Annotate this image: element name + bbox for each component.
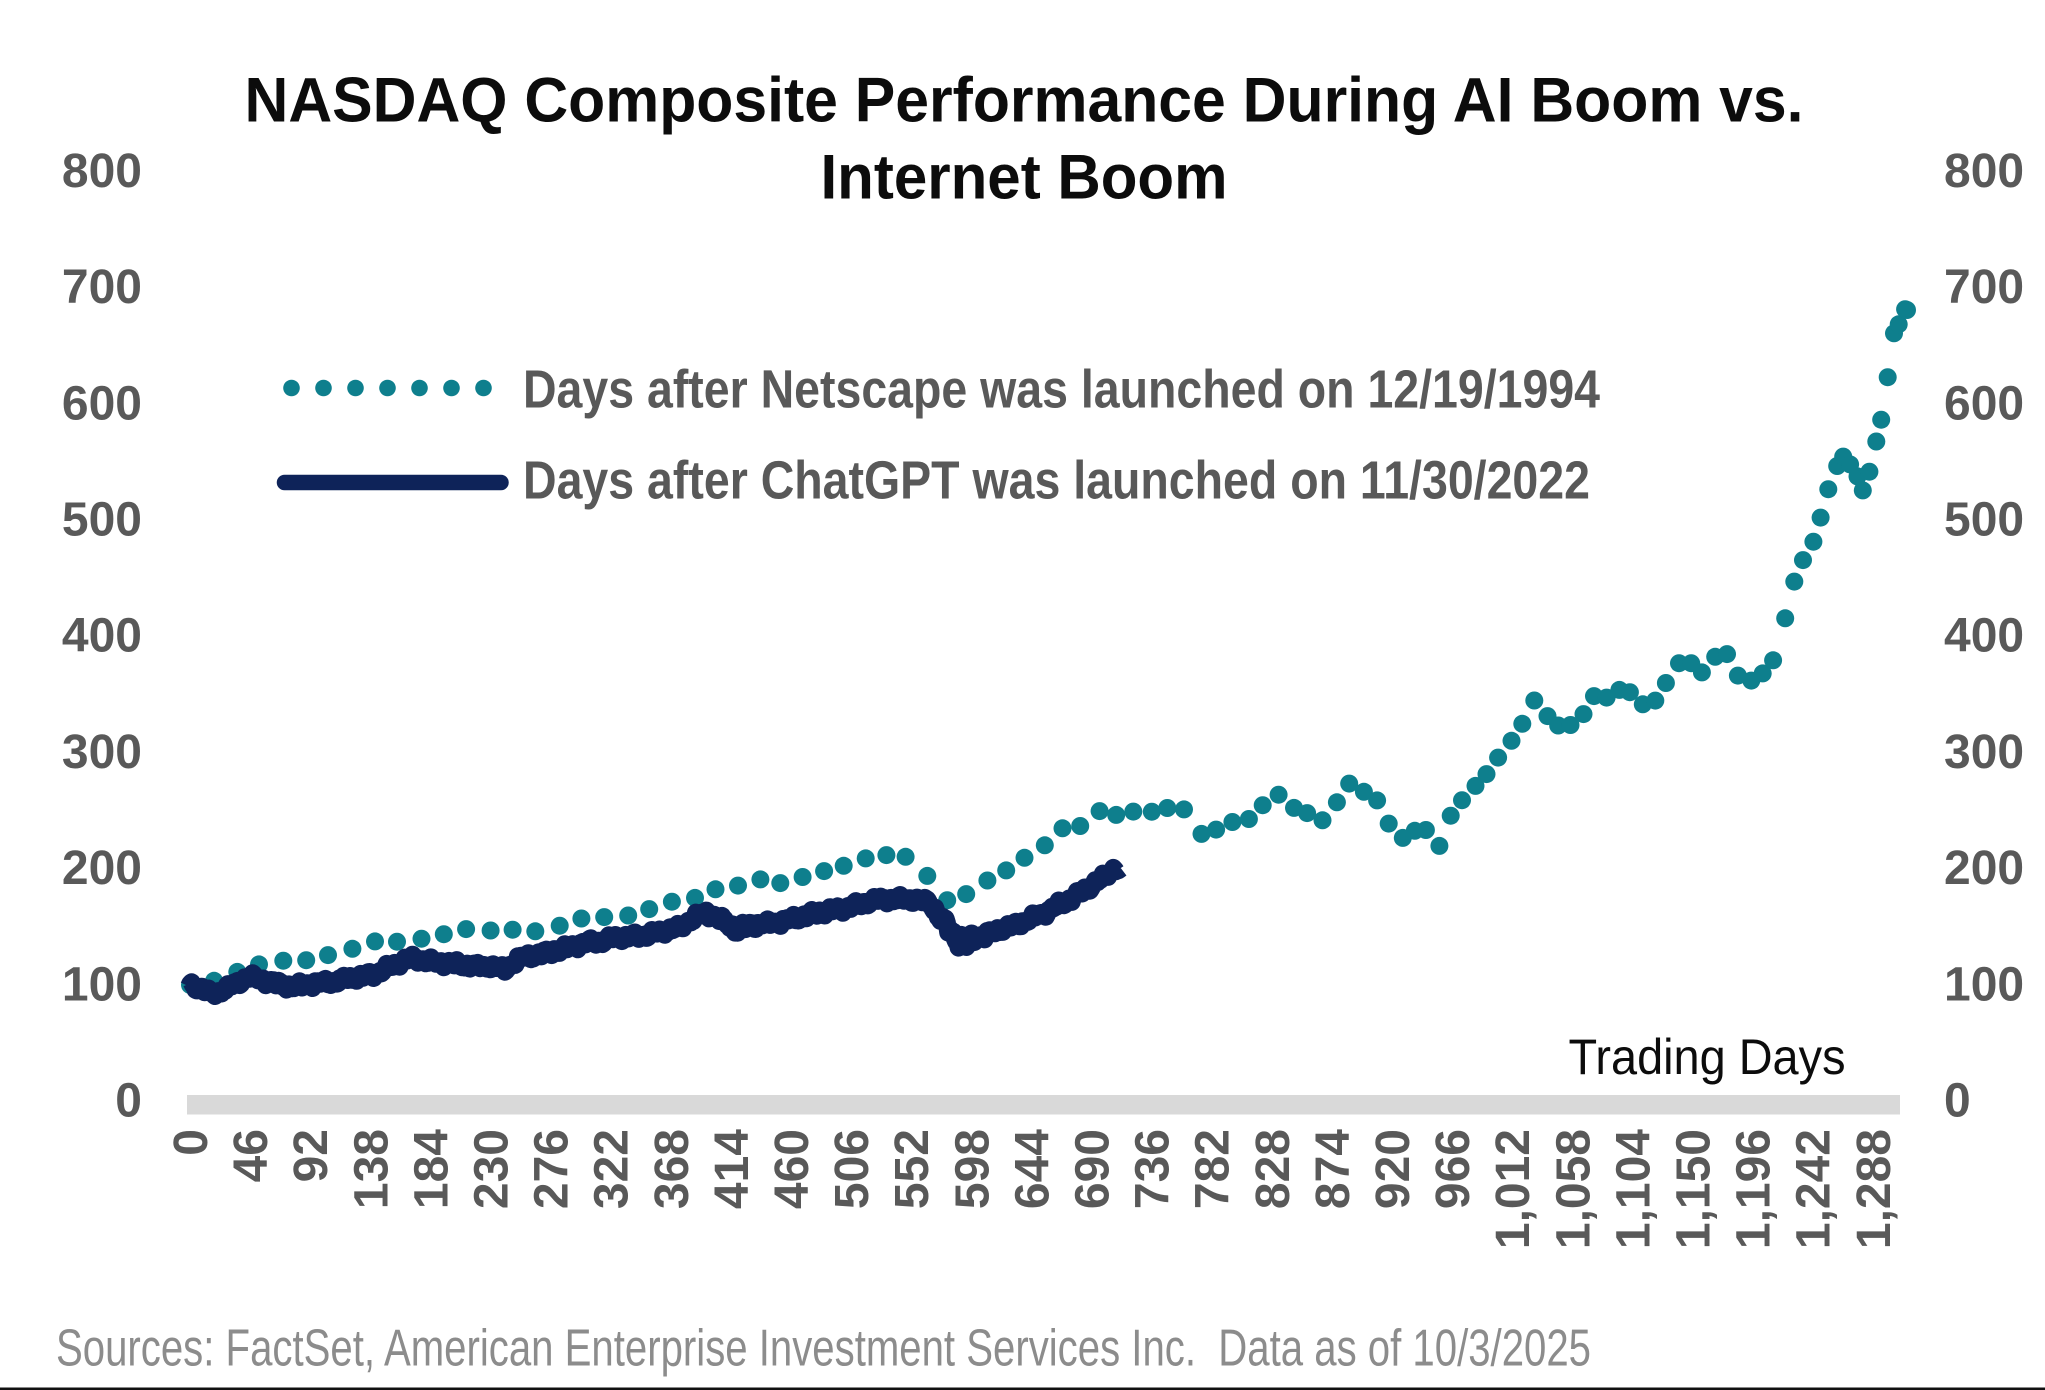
- svg-text:500: 500: [62, 494, 142, 547]
- svg-text:1,288: 1,288: [1848, 1129, 1901, 1249]
- svg-text:400: 400: [62, 610, 142, 663]
- svg-text:138: 138: [345, 1129, 398, 1209]
- svg-text:552: 552: [886, 1129, 939, 1209]
- svg-text:46: 46: [225, 1129, 278, 1182]
- svg-text:414: 414: [706, 1129, 759, 1209]
- svg-text:500: 500: [1944, 494, 2024, 547]
- svg-text:1,104: 1,104: [1607, 1129, 1660, 1249]
- svg-text:700: 700: [1944, 261, 2024, 314]
- svg-text:782: 782: [1187, 1129, 1240, 1209]
- svg-text:690: 690: [1067, 1129, 1120, 1209]
- svg-text:1,012: 1,012: [1487, 1129, 1540, 1249]
- svg-text:460: 460: [766, 1129, 819, 1209]
- svg-text:Sources: FactSet, American Ent: Sources: FactSet, American Enterprise In…: [56, 1320, 1591, 1378]
- svg-text:1,058: 1,058: [1547, 1129, 1600, 1249]
- svg-text:200: 200: [1944, 842, 2024, 895]
- svg-text:NASDAQ Composite Performance D: NASDAQ Composite Performance During AI B…: [245, 66, 1804, 136]
- svg-text:700: 700: [62, 261, 142, 314]
- svg-text:200: 200: [62, 842, 142, 895]
- svg-text:600: 600: [62, 377, 142, 430]
- svg-text:92: 92: [285, 1129, 338, 1182]
- svg-text:0: 0: [165, 1129, 218, 1156]
- svg-text:598: 598: [946, 1129, 999, 1209]
- svg-text:Days after Netscape was launch: Days after Netscape was launched on 12/1…: [523, 360, 1600, 420]
- svg-text:Days after ChatGPT was launche: Days after ChatGPT was launched on 11/30…: [523, 451, 1590, 511]
- svg-text:966: 966: [1427, 1129, 1480, 1209]
- svg-text:600: 600: [1944, 377, 2024, 430]
- svg-text:0: 0: [1944, 1075, 1971, 1128]
- svg-text:400: 400: [1944, 610, 2024, 663]
- svg-text:Internet Boom: Internet Boom: [821, 142, 1228, 212]
- svg-text:100: 100: [1944, 958, 2024, 1011]
- svg-text:920: 920: [1367, 1129, 1420, 1209]
- svg-text:Trading Days: Trading Days: [1569, 1029, 1846, 1085]
- svg-text:828: 828: [1247, 1129, 1300, 1209]
- svg-text:644: 644: [1006, 1129, 1059, 1209]
- svg-text:184: 184: [405, 1129, 458, 1209]
- svg-text:800: 800: [1944, 145, 2024, 198]
- svg-text:322: 322: [586, 1129, 639, 1209]
- svg-text:368: 368: [646, 1129, 699, 1209]
- svg-text:300: 300: [62, 726, 142, 779]
- svg-text:276: 276: [526, 1129, 579, 1209]
- svg-text:736: 736: [1127, 1129, 1180, 1209]
- svg-text:230: 230: [466, 1129, 519, 1209]
- svg-text:1,242: 1,242: [1788, 1129, 1841, 1249]
- svg-text:1,196: 1,196: [1728, 1129, 1781, 1249]
- svg-text:800: 800: [62, 145, 142, 198]
- svg-text:300: 300: [1944, 726, 2024, 779]
- svg-text:506: 506: [826, 1129, 879, 1209]
- svg-text:100: 100: [62, 958, 142, 1011]
- svg-text:0: 0: [115, 1075, 142, 1128]
- svg-text:874: 874: [1307, 1129, 1360, 1209]
- svg-text:1,150: 1,150: [1668, 1129, 1721, 1249]
